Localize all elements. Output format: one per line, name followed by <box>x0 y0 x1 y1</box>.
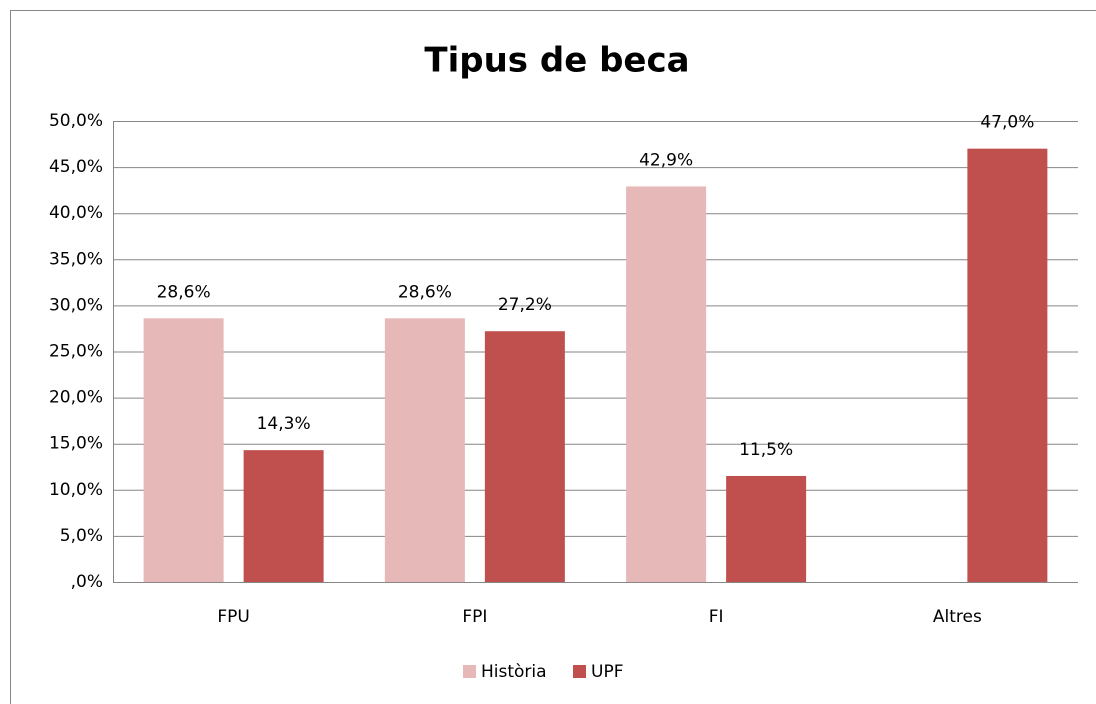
legend-label: Història <box>481 662 547 682</box>
data-label: 47,0% <box>980 113 1034 133</box>
bar <box>384 318 465 582</box>
y-tick-label: 30,0% <box>49 295 103 315</box>
data-label: 28,6% <box>157 282 211 302</box>
data-label: 42,9% <box>639 150 693 170</box>
data-label: 27,2% <box>498 295 552 315</box>
x-tick-label: FPI <box>462 607 487 627</box>
y-tick-label: 10,0% <box>49 480 103 500</box>
bar <box>484 331 565 582</box>
bar <box>143 318 224 582</box>
y-tick-label: ,0% <box>71 572 103 592</box>
y-tick-label: 20,0% <box>49 388 103 408</box>
y-tick-label: 45,0% <box>49 157 103 177</box>
data-label: 28,6% <box>398 282 452 302</box>
y-tick-label: 25,0% <box>49 342 103 362</box>
x-tick-label: FI <box>709 607 724 627</box>
x-tick-label: Altres <box>933 607 982 627</box>
bar <box>967 148 1048 582</box>
y-tick-label: 15,0% <box>49 434 103 454</box>
data-label: 14,3% <box>257 414 311 434</box>
chart-title: Tipus de beca <box>424 41 689 81</box>
y-tick-label: 35,0% <box>49 249 103 269</box>
y-tick-label: 5,0% <box>60 526 103 546</box>
bar <box>626 186 707 582</box>
x-tick-label: FPU <box>217 607 249 627</box>
data-label: 11,5% <box>739 440 793 460</box>
legend-swatch <box>573 665 586 678</box>
legend-swatch <box>463 665 476 678</box>
bar <box>243 450 324 582</box>
y-tick-label: 50,0% <box>49 111 103 131</box>
bar <box>726 475 807 582</box>
y-tick-label: 40,0% <box>49 203 103 223</box>
legend-label: UPF <box>591 662 623 682</box>
